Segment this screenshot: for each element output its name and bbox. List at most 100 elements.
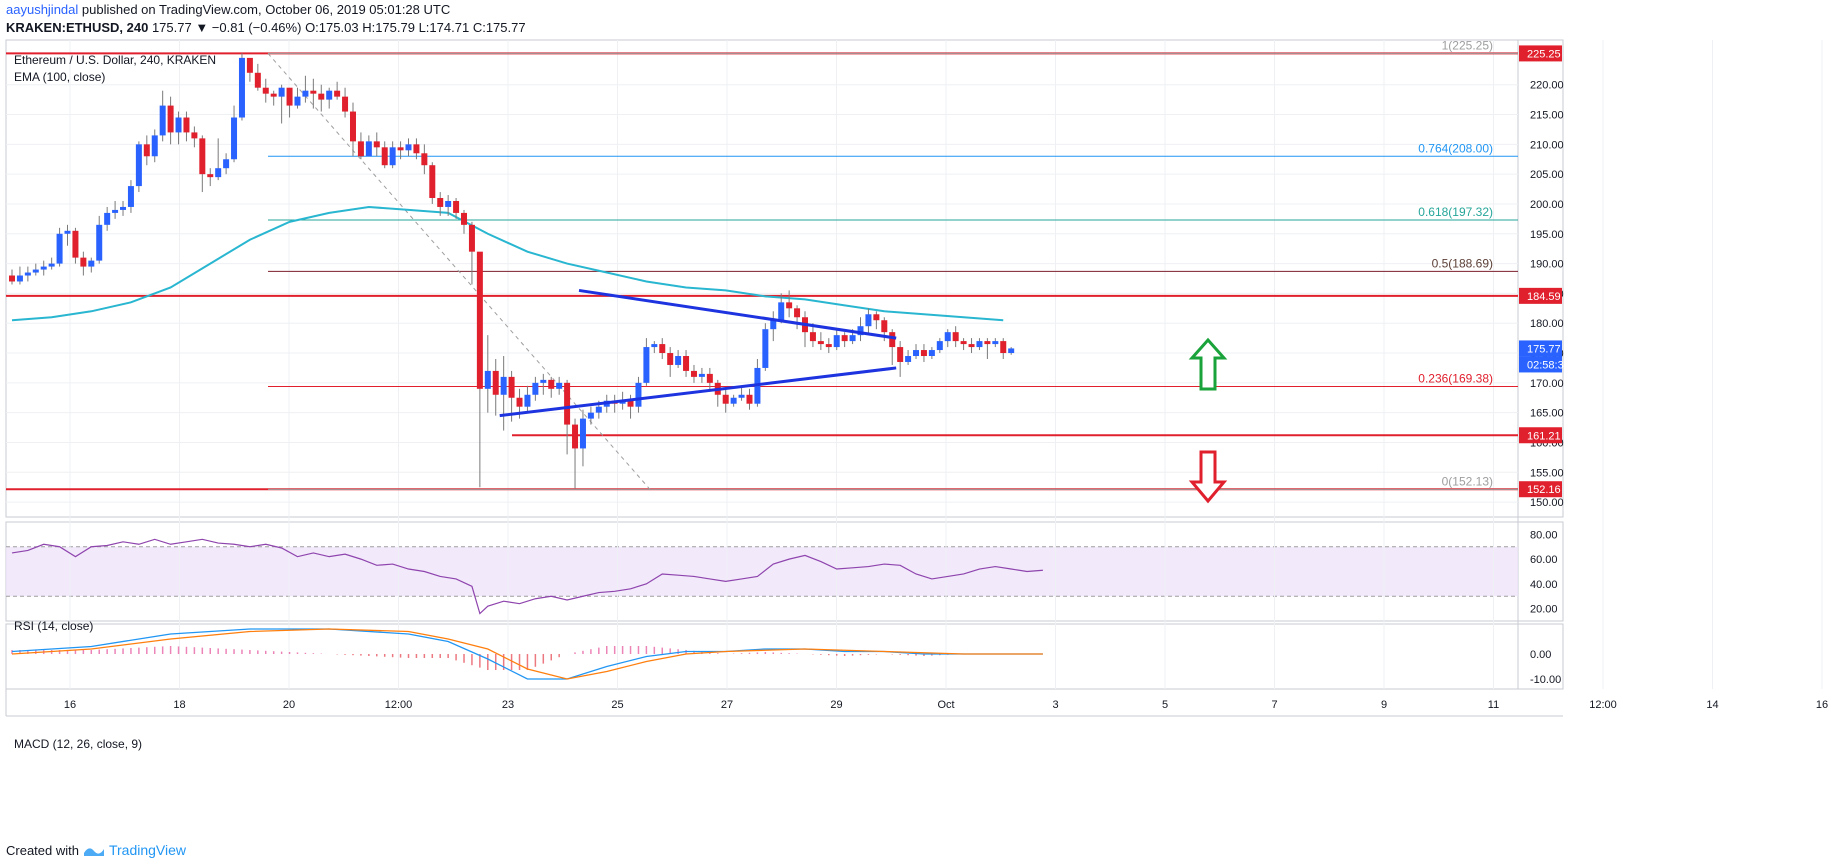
- candle-body: [326, 90, 333, 100]
- rsi-tick-label: 40.00: [1530, 579, 1558, 591]
- ohlc-close: 175.77: [485, 20, 526, 35]
- candle-body: [524, 394, 531, 407]
- candle-body: [96, 224, 103, 261]
- triangle-support-line: [499, 366, 897, 418]
- time-tick-label: 25: [611, 699, 623, 711]
- rsi-line: [11, 538, 1043, 615]
- candle-body: [572, 424, 579, 449]
- price-label-last-box: [1519, 340, 1562, 357]
- price-label-152-box: [1519, 481, 1562, 498]
- ohlc-open-label: O:: [305, 20, 319, 35]
- candle-body: [786, 302, 793, 309]
- candle-body: [191, 132, 198, 139]
- candle-body: [913, 350, 920, 357]
- price-tick-label: 220.00: [1530, 80, 1564, 92]
- candle-body: [492, 370, 499, 395]
- candle-body: [476, 251, 483, 389]
- candle-body: [548, 379, 555, 389]
- candle-body: [556, 382, 563, 389]
- candle-body: [817, 341, 824, 345]
- macd-legend: MACD (12, 26, close, 9): [14, 737, 142, 751]
- macd-tick-label: -10.00: [1530, 674, 1561, 686]
- tradingview-link[interactable]: TradingView: [108, 842, 187, 858]
- candle-body: [80, 257, 87, 267]
- candle-body: [135, 144, 142, 187]
- candle-body: [318, 93, 325, 100]
- time-tick-label: 20: [283, 699, 295, 711]
- triangle-resistance-line: [578, 288, 897, 340]
- candle-body: [579, 418, 586, 449]
- candle-body: [936, 341, 943, 351]
- candle-body: [183, 117, 190, 133]
- candle-body: [127, 186, 134, 207]
- candle-body: [238, 57, 245, 118]
- author-link[interactable]: aayushjindal: [6, 2, 79, 17]
- fib-label: 0.5(188.69): [1432, 256, 1493, 270]
- price-tick-label: 150.00: [1530, 497, 1564, 509]
- price-label-152: 152.16: [1527, 484, 1561, 496]
- rsi-legend: RSI (14, close): [14, 619, 93, 633]
- candle-body: [461, 212, 468, 225]
- candle-body: [64, 230, 71, 234]
- candle-body: [667, 353, 674, 365]
- candle-body: [928, 350, 935, 357]
- time-tick-label: 11: [1488, 699, 1499, 711]
- price-tick-label: 195.00: [1530, 229, 1564, 241]
- candle-body: [722, 394, 729, 404]
- candle-body: [651, 344, 658, 348]
- candle-body: [968, 344, 975, 348]
- time-tick-label: 12:00: [385, 699, 413, 711]
- price-chart[interactable]: 1(225.25) 0.764(208.00) 0.618(197.32) 0.5(1…: [0, 0, 1828, 830]
- quote-line: KRAKEN:ETHUSD, 240 175.77 ▼ −0.81 (−0.46…: [6, 20, 526, 35]
- ohlc-low: 174.71: [429, 20, 470, 35]
- candle-body: [873, 314, 880, 321]
- ohlc-close-label: C:: [472, 20, 486, 35]
- price-tick-label: 210.00: [1530, 139, 1564, 151]
- candle-body: [881, 320, 888, 333]
- candle-body: [397, 147, 404, 151]
- candle-body: [1008, 348, 1015, 354]
- time-tick-label: 23: [502, 699, 514, 711]
- candle-body: [944, 332, 951, 342]
- candle-body: [920, 350, 927, 357]
- fib-anchor-line: [267, 53, 651, 490]
- arrow-down-icon: [1188, 450, 1228, 504]
- candle-body: [1000, 341, 1007, 354]
- candle-body: [342, 96, 349, 112]
- tradingview-logo-icon: [83, 848, 104, 856]
- candle-body: [635, 382, 642, 407]
- candle-body: [484, 370, 491, 389]
- candle-body: [159, 105, 166, 136]
- candle-body: [500, 376, 507, 395]
- ohlc-open: 175.03: [318, 20, 359, 35]
- candle-body: [841, 335, 848, 342]
- rsi-tick-label: 20.00: [1530, 604, 1558, 616]
- candle-body: [215, 168, 222, 178]
- candle-body: [992, 341, 999, 345]
- candle-body: [746, 394, 753, 404]
- candle-body: [334, 90, 341, 97]
- candle-body: [294, 96, 301, 106]
- candle-body: [659, 344, 666, 354]
- candle-body: [849, 335, 856, 342]
- candle-body: [738, 394, 745, 398]
- candle-body: [468, 224, 475, 252]
- candle-body: [627, 400, 634, 407]
- price-label-225: 225.25: [1527, 48, 1561, 60]
- candle-body: [445, 200, 452, 207]
- macd-tick-label: 0.00: [1530, 649, 1551, 661]
- candle-body: [120, 206, 127, 210]
- candle-body: [675, 356, 682, 365]
- candle-body: [9, 275, 15, 282]
- symbol-label: KRAKEN:ETHUSD, 240: [6, 20, 149, 35]
- candle-body: [905, 356, 912, 362]
- candle-body: [40, 266, 47, 270]
- candle-body: [516, 397, 523, 407]
- candle-body: [246, 57, 253, 73]
- chart-title: Ethereum / U.S. Dollar, 240, KRAKEN: [14, 53, 216, 67]
- candle-body: [683, 356, 690, 371]
- price-tick-label: 215.00: [1530, 110, 1564, 122]
- candle-body: [357, 141, 364, 157]
- candle-body: [698, 373, 705, 377]
- candle-body: [389, 147, 396, 166]
